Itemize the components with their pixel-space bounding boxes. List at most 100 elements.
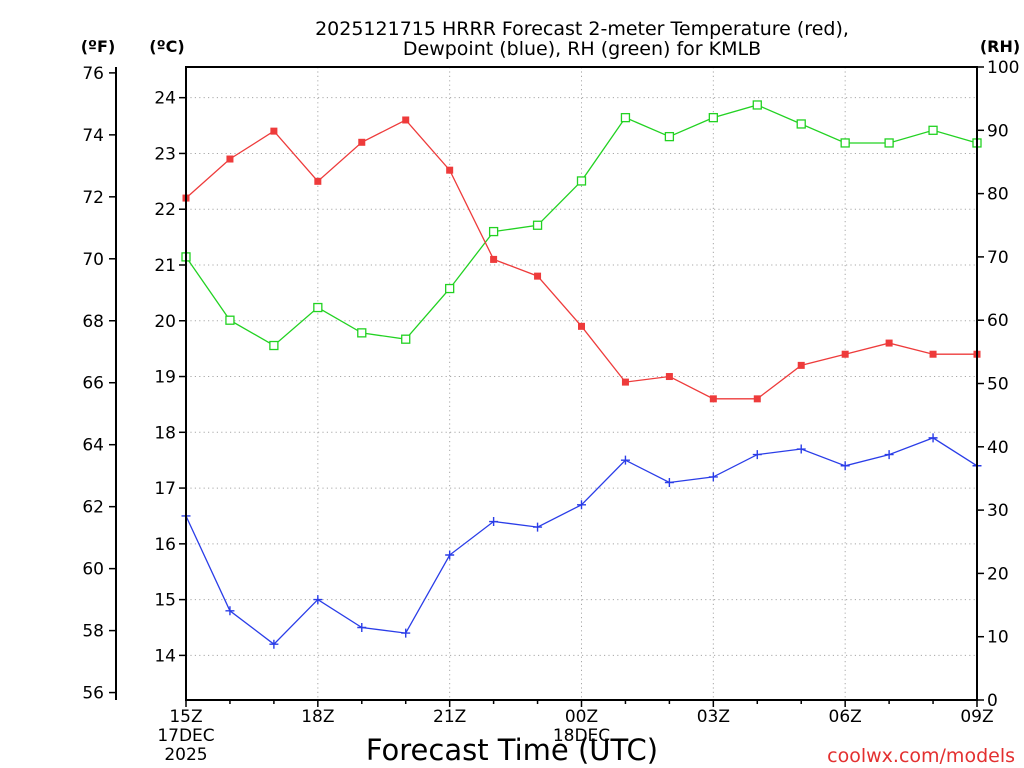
- x-tick-date-label: 17DEC: [157, 726, 214, 746]
- rh-point: [532, 220, 543, 230]
- x-tick-date-label: 18DEC: [553, 726, 610, 746]
- temperature-point: [665, 373, 673, 381]
- temperature-point: [490, 255, 498, 263]
- y-tick-label-fahrenheit: 58: [82, 622, 104, 642]
- temperature-point: [709, 395, 717, 403]
- dewpoint-point: [664, 477, 674, 487]
- dewpoint-point: [313, 595, 323, 605]
- temperature-point: [885, 339, 893, 347]
- dewpoint-point: [708, 472, 718, 482]
- temperature-point: [358, 138, 366, 146]
- x-tick-label: 21Z: [433, 707, 466, 727]
- rh-point: [620, 112, 631, 123]
- dewpoint-point: [620, 455, 630, 465]
- temperature-point: [929, 350, 937, 358]
- y-tick-label-rh: 60: [987, 311, 1009, 331]
- rh-point: [796, 119, 806, 129]
- dewpoint-point: [401, 628, 411, 638]
- rh-point: [488, 226, 499, 237]
- y-tick-label-celsius: 14: [154, 646, 176, 666]
- dewpoint-point: [577, 500, 586, 510]
- y-tick-label-fahrenheit: 66: [82, 374, 104, 394]
- y-tick-label-celsius: 15: [154, 591, 176, 611]
- y-tick-label-fahrenheit: 68: [82, 312, 104, 332]
- x-tick-label: 15Z: [169, 707, 202, 727]
- dewpoint-point: [752, 450, 762, 460]
- y-tick-label-rh: 30: [987, 501, 1009, 521]
- y-tick-label-fahrenheit: 64: [82, 436, 104, 456]
- dewpoint-point: [840, 461, 850, 471]
- rh-point: [445, 283, 455, 294]
- rh-axis-unit-label: (RH): [980, 37, 1020, 56]
- dewpoint-point: [796, 444, 806, 454]
- dewpoint-point: [357, 622, 367, 632]
- rh-point: [708, 112, 718, 123]
- y-tick-label-fahrenheit: 56: [82, 684, 104, 704]
- temperature-point: [621, 378, 629, 386]
- fahrenheit-axis-unit-label: (ºF): [81, 37, 116, 56]
- chart-title-line-1: 2025121715 HRRR Forecast 2-meter Tempera…: [315, 18, 849, 40]
- y-tick-label-celsius: 17: [154, 479, 176, 499]
- chart-title-line-2: Dewpoint (blue), RH (green) for KMLB: [403, 38, 761, 60]
- rh-point: [313, 302, 323, 313]
- y-tick-label-rh: 80: [987, 185, 1009, 205]
- dewpoint-point: [489, 517, 499, 527]
- temperature-point: [841, 350, 849, 358]
- y-tick-label-fahrenheit: 74: [82, 126, 104, 146]
- temperature-point: [753, 395, 761, 403]
- rh-point: [884, 138, 894, 148]
- temperature-point: [226, 155, 234, 163]
- y-tick-label-fahrenheit: 62: [82, 498, 104, 518]
- y-tick-label-rh: 100: [987, 58, 1019, 78]
- y-tick-label-celsius: 16: [154, 535, 176, 555]
- y-tick-label-rh: 20: [987, 564, 1009, 584]
- rh-point: [576, 176, 587, 186]
- x-tick-label: 00Z: [565, 707, 598, 727]
- x-axis-title: Forecast Time (UTC): [366, 733, 658, 767]
- temperature-point: [578, 322, 585, 330]
- y-tick-label-celsius: 18: [154, 423, 176, 443]
- dewpoint-point: [533, 522, 543, 532]
- y-tick-label-rh: 10: [987, 628, 1009, 648]
- y-tick-label-fahrenheit: 60: [82, 560, 104, 580]
- y-tick-label-celsius: 20: [154, 312, 176, 332]
- y-tick-label-celsius: 19: [154, 368, 176, 388]
- dewpoint-point: [884, 450, 894, 460]
- x-tick-label: 03Z: [697, 707, 730, 727]
- y-tick-label-celsius: 24: [154, 89, 176, 109]
- axes-layer: 56 58 60 62 64 66 68 70 72 74 76 14 15 16 17 18 19 20 21 22…: [82, 58, 1019, 765]
- y-tick-label-rh: 0: [987, 691, 998, 711]
- temperature-point: [797, 361, 805, 369]
- temperature-point: [402, 116, 410, 124]
- x-tick-label: 18Z: [301, 707, 334, 727]
- source-credit: coolwx.com/models: [827, 745, 1015, 767]
- temperature-point: [534, 272, 542, 280]
- rh-point: [225, 315, 235, 325]
- temperature-point: [446, 166, 454, 174]
- y-tick-label-celsius: 23: [154, 144, 176, 164]
- y-tick-label-rh: 70: [987, 248, 1009, 268]
- temperature-point: [270, 127, 278, 135]
- rh-point: [928, 125, 938, 135]
- y-tick-label-celsius: 21: [154, 256, 176, 276]
- y-tick-label-rh: 40: [987, 438, 1009, 458]
- rh-point: [840, 138, 850, 148]
- dewpoint-point: [928, 433, 938, 443]
- rh-point: [269, 340, 279, 351]
- y-tick-label-celsius: 22: [154, 200, 176, 220]
- rh-point: [752, 100, 762, 110]
- dewpoint-point: [445, 550, 455, 560]
- rh-point: [401, 334, 411, 344]
- celsius-axis-unit-label: (ºC): [149, 37, 184, 56]
- y-tick-label-rh: 50: [987, 375, 1009, 395]
- x-tick-label: 09Z: [960, 707, 993, 727]
- y-tick-label-fahrenheit: 70: [82, 250, 104, 270]
- rh-point: [357, 328, 367, 338]
- dewpoint-point: [269, 639, 279, 649]
- y-tick-label-rh: 90: [987, 121, 1009, 141]
- dewpoint-point: [225, 606, 235, 616]
- temperature-point: [314, 177, 322, 185]
- rh-point: [664, 131, 675, 142]
